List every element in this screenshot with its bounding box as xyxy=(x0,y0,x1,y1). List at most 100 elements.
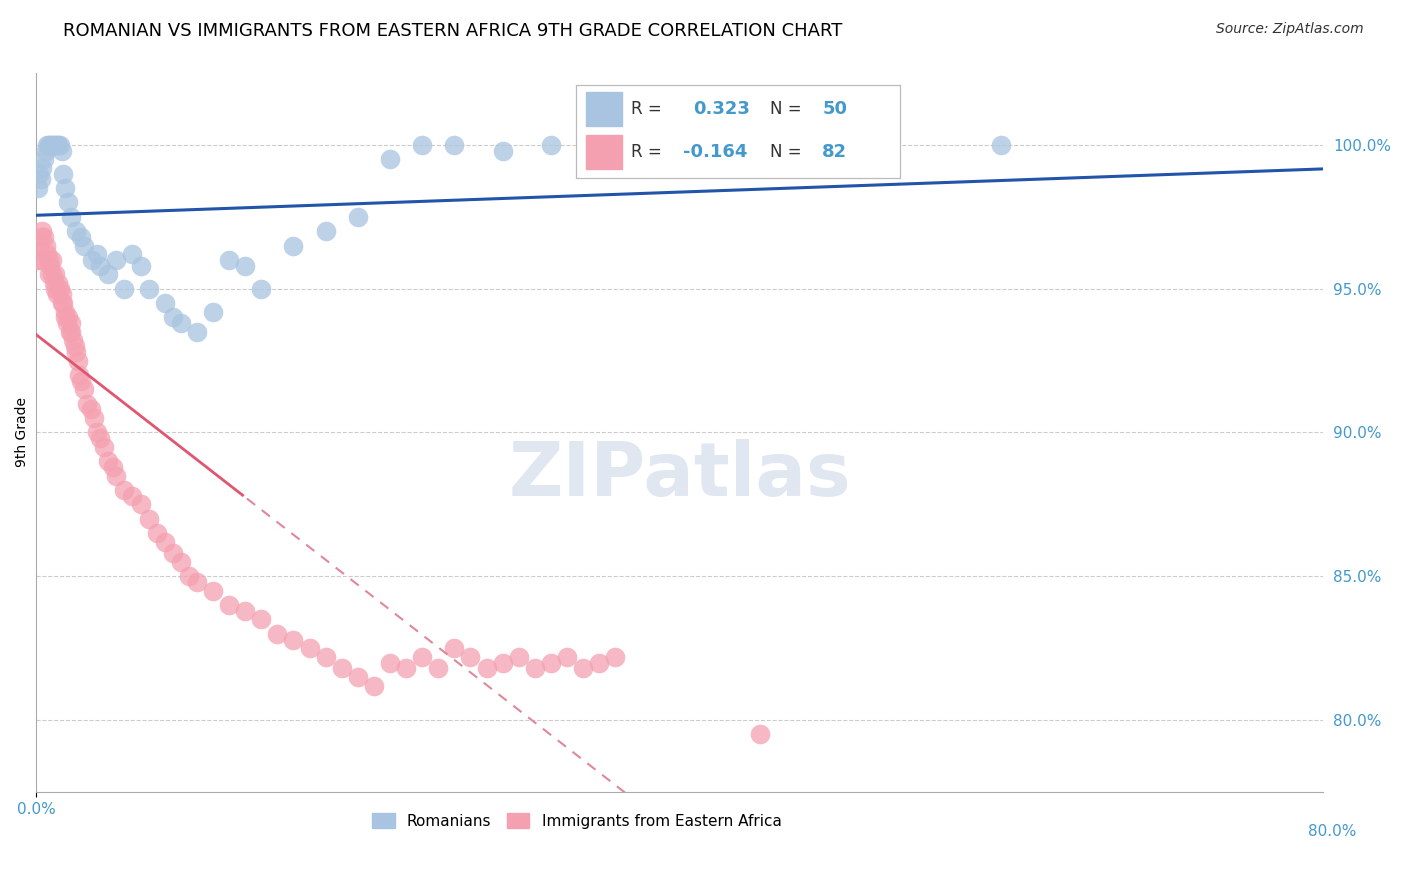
Point xyxy=(70,374,93,388)
Point xyxy=(121,247,143,261)
Point xyxy=(82,252,104,267)
Point xyxy=(114,282,136,296)
Point xyxy=(378,153,401,167)
Point xyxy=(411,137,433,152)
Point xyxy=(44,137,66,152)
Point xyxy=(588,137,610,152)
Point xyxy=(56,195,79,210)
Point xyxy=(86,247,108,261)
Point xyxy=(411,649,433,664)
Text: 50: 50 xyxy=(823,100,848,118)
Point xyxy=(588,656,610,670)
Point xyxy=(153,534,176,549)
Point xyxy=(201,304,224,318)
Point xyxy=(48,276,70,290)
Point xyxy=(170,316,193,330)
Point xyxy=(508,649,530,664)
Point xyxy=(31,224,53,238)
Point xyxy=(186,325,208,339)
Point xyxy=(460,649,482,664)
Point xyxy=(97,454,120,468)
Point xyxy=(51,144,73,158)
Text: R =: R = xyxy=(631,100,662,118)
Point xyxy=(283,632,305,647)
Text: N =: N = xyxy=(770,100,801,118)
Point xyxy=(51,287,73,301)
Point xyxy=(330,661,353,675)
Point xyxy=(145,526,167,541)
Point xyxy=(27,181,49,195)
Point xyxy=(129,497,152,511)
Point xyxy=(363,679,385,693)
Point xyxy=(162,310,184,325)
Point xyxy=(315,649,337,664)
Point xyxy=(250,612,273,626)
Point xyxy=(233,259,256,273)
Point xyxy=(30,172,52,186)
Bar xyxy=(586,136,621,169)
Legend: Romanians, Immigrants from Eastern Africa: Romanians, Immigrants from Eastern Afric… xyxy=(366,806,787,835)
Point xyxy=(266,627,288,641)
Point xyxy=(37,137,59,152)
Point xyxy=(56,310,79,325)
Point xyxy=(52,296,75,310)
Point xyxy=(45,137,67,152)
Point xyxy=(39,137,62,152)
Point xyxy=(73,382,96,396)
Point xyxy=(83,411,105,425)
Point xyxy=(990,137,1012,152)
Point xyxy=(121,489,143,503)
Point xyxy=(44,282,66,296)
Text: N =: N = xyxy=(770,144,801,161)
Point xyxy=(73,238,96,252)
Point xyxy=(55,316,77,330)
Point xyxy=(572,661,595,675)
Point xyxy=(475,661,498,675)
Point xyxy=(28,238,51,252)
Point xyxy=(67,368,90,382)
Point xyxy=(523,661,546,675)
Text: ZIPatlas: ZIPatlas xyxy=(509,439,851,512)
Point xyxy=(315,224,337,238)
Point xyxy=(38,268,60,282)
Text: R =: R = xyxy=(631,144,662,161)
Point xyxy=(31,161,53,175)
Text: 82: 82 xyxy=(823,144,848,161)
Text: 80.0%: 80.0% xyxy=(1309,824,1357,838)
Point xyxy=(138,512,160,526)
Point xyxy=(86,425,108,440)
Point xyxy=(34,238,56,252)
Point xyxy=(30,230,52,244)
Point xyxy=(52,167,75,181)
Point xyxy=(129,259,152,273)
Point xyxy=(153,296,176,310)
Point xyxy=(283,238,305,252)
Point xyxy=(201,583,224,598)
Point xyxy=(63,339,86,353)
Point xyxy=(162,546,184,560)
Point xyxy=(65,224,87,238)
Point xyxy=(62,334,84,348)
Point xyxy=(66,353,89,368)
Point xyxy=(60,210,83,224)
Point xyxy=(51,296,73,310)
Point xyxy=(53,304,76,318)
Point xyxy=(93,440,115,454)
Point xyxy=(114,483,136,497)
Point xyxy=(37,247,59,261)
Point xyxy=(97,268,120,282)
Point xyxy=(39,259,62,273)
Point xyxy=(32,230,55,244)
Point xyxy=(491,656,513,670)
Point xyxy=(32,153,55,167)
Point xyxy=(28,167,51,181)
Point xyxy=(53,181,76,195)
Text: 0.323: 0.323 xyxy=(693,100,749,118)
Point xyxy=(177,569,200,583)
Point xyxy=(138,282,160,296)
Text: -0.164: -0.164 xyxy=(683,144,748,161)
Point xyxy=(41,268,63,282)
Point xyxy=(76,397,98,411)
Point xyxy=(41,137,63,152)
Point xyxy=(218,252,240,267)
